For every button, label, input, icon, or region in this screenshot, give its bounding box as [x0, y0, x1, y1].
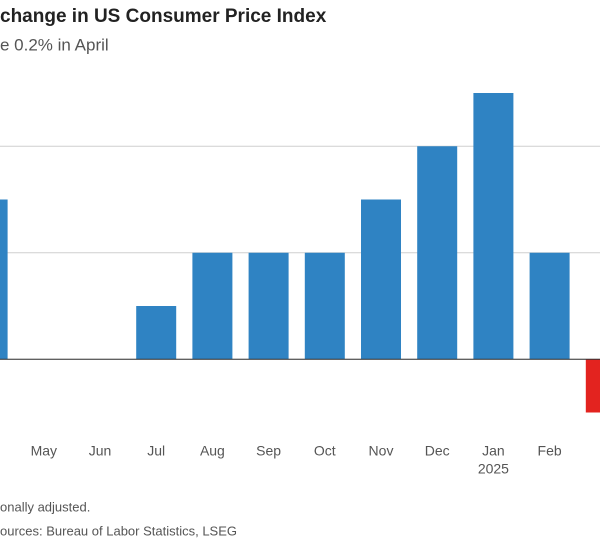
- x-tick-label: Dec: [425, 443, 450, 459]
- bar: [0, 199, 8, 360]
- year-label: 2025: [478, 461, 509, 477]
- x-tick-label: Jun: [89, 443, 112, 459]
- bar: [473, 93, 514, 360]
- chart-title: change in US Consumer Price Index: [0, 6, 327, 27]
- x-tick-label: Aug: [200, 443, 225, 459]
- chart-subtitle: e 0.2% in April: [0, 35, 109, 54]
- x-tick-label: Jul: [147, 443, 165, 459]
- bar: [136, 306, 177, 360]
- bar: [417, 146, 458, 360]
- bar: [585, 359, 600, 413]
- bar: [361, 199, 401, 360]
- footnote: onally adjusted.: [0, 499, 90, 514]
- x-tick-label: Oct: [314, 443, 336, 459]
- bar: [248, 252, 289, 360]
- x-tick-label: May: [31, 443, 57, 459]
- x-tick-label: Feb: [538, 443, 562, 459]
- x-tick-label: Jan: [482, 443, 505, 459]
- x-tick-label: Sep: [256, 443, 281, 459]
- bar: [529, 252, 570, 360]
- bar: [192, 252, 233, 360]
- source: ources: Bureau of Labor Statistics, LSEG: [0, 523, 237, 538]
- x-tick-label: Nov: [369, 443, 394, 459]
- bar: [304, 252, 345, 360]
